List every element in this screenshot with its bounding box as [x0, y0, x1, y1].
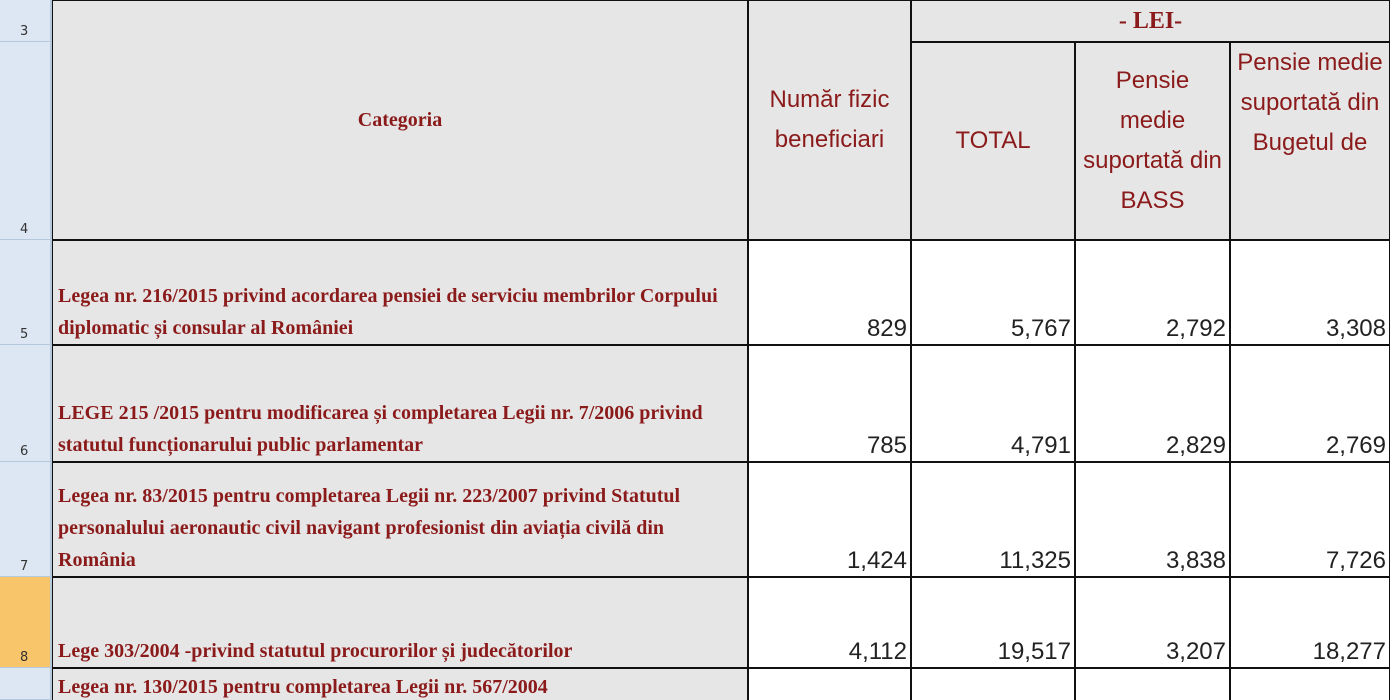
value-cell[interactable]: 7,726: [1230, 462, 1390, 577]
column-header-text: Categoria: [357, 108, 443, 131]
row-header-text: 4: [20, 222, 29, 237]
row-header[interactable]: 4: [0, 42, 52, 240]
row-header-text: 5: [20, 327, 29, 342]
value-cell[interactable]: 4,112: [748, 577, 911, 668]
value-cell-text: 3,207: [1165, 638, 1226, 665]
column-header: Categoria: [52, 0, 748, 240]
value-cell-text: 4,112: [848, 638, 907, 665]
value-cell[interactable]: 11,325: [911, 462, 1075, 577]
category-cell-text: Legea nr. 216/2015 privind acordarea pen…: [58, 285, 718, 339]
category-cell-text: Legea nr. 83/2015 pentru completarea Leg…: [58, 485, 681, 571]
column-header-text: TOTAL: [955, 127, 1031, 154]
column-header: Număr fizic beneficiari: [748, 0, 911, 240]
column-header-text: Număr fizic beneficiari: [769, 86, 890, 153]
value-cell-text: 19,517: [997, 638, 1071, 665]
value-cell: [1230, 668, 1390, 700]
category-cell: Legea nr. 83/2015 pentru completarea Leg…: [52, 462, 748, 577]
value-cell[interactable]: 4,791: [911, 345, 1075, 462]
value-cell[interactable]: 3,838: [1075, 462, 1230, 577]
value-cell[interactable]: 2,769: [1230, 345, 1390, 462]
row-header: [0, 668, 52, 700]
value-cell[interactable]: 785: [748, 345, 911, 462]
row-header[interactable]: 7: [0, 462, 52, 577]
value-cell: [1075, 668, 1230, 700]
value-cell-text: 5,767: [1010, 315, 1071, 342]
value-cell[interactable]: 829: [748, 240, 911, 345]
row-header[interactable]: 5: [0, 240, 52, 345]
value-cell: [748, 668, 911, 700]
row-header-text: 8: [20, 650, 29, 665]
value-cell-text: 2,769: [1325, 432, 1386, 459]
value-cell[interactable]: 3,308: [1230, 240, 1390, 345]
value-cell-text: 1,424: [846, 547, 907, 574]
category-cell-text: LEGE 215 /2015 pentru modificarea și com…: [58, 402, 703, 456]
row-header[interactable]: 8: [0, 577, 52, 668]
value-cell[interactable]: 19,517: [911, 577, 1075, 668]
value-cell-text: 11,325: [999, 547, 1071, 574]
value-cell[interactable]: 3,207: [1075, 577, 1230, 668]
category-cell: Lege 303/2004 -privind statutul procuror…: [52, 577, 748, 668]
value-cell-text: 785: [866, 432, 907, 459]
column-header-text: Pensie medie suportată din BASS: [1083, 67, 1222, 214]
value-cell[interactable]: 5,767: [911, 240, 1075, 345]
unit-header: - LEI-: [911, 0, 1390, 42]
value-cell-text: 18,277: [1312, 638, 1386, 665]
value-cell-text: 2,792: [1165, 315, 1226, 342]
value-cell-text: 2,829: [1165, 432, 1226, 459]
category-cell-text: Legea nr. 130/2015 pentru completarea Le…: [58, 676, 548, 698]
value-cell[interactable]: 2,792: [1075, 240, 1230, 345]
row-header-text: 6: [20, 444, 29, 459]
row-header[interactable]: 3: [0, 0, 52, 42]
row-header-text: 7: [20, 559, 29, 574]
unit-header-text: - LEI-: [1118, 7, 1183, 34]
column-header: TOTAL: [911, 42, 1075, 240]
value-cell-text: 4,791: [1010, 432, 1071, 459]
column-header-text: Pensie medie suportată din Bugetul de: [1237, 49, 1383, 156]
value-cell-text: 3,308: [1325, 315, 1386, 342]
category-cell: Legea nr. 216/2015 privind acordarea pen…: [52, 240, 748, 345]
category-cell: LEGE 215 /2015 pentru modificarea și com…: [52, 345, 748, 462]
value-cell-text: 7,726: [1325, 547, 1386, 574]
value-cell: [911, 668, 1075, 700]
value-cell-text: 829: [866, 315, 907, 342]
row-header[interactable]: 6: [0, 345, 52, 462]
value-cell[interactable]: 2,829: [1075, 345, 1230, 462]
value-cell-text: 3,838: [1165, 547, 1226, 574]
category-cell: Legea nr. 130/2015 pentru completarea Le…: [52, 668, 748, 700]
row-header-text: 3: [20, 24, 29, 39]
category-cell-text: Lege 303/2004 -privind statutul procuror…: [58, 640, 573, 662]
column-header: Pensie medie suportată din Bugetul de: [1230, 42, 1390, 240]
column-header: Pensie medie suportată din BASS: [1075, 42, 1230, 240]
value-cell[interactable]: 18,277: [1230, 577, 1390, 668]
value-cell[interactable]: 1,424: [748, 462, 911, 577]
